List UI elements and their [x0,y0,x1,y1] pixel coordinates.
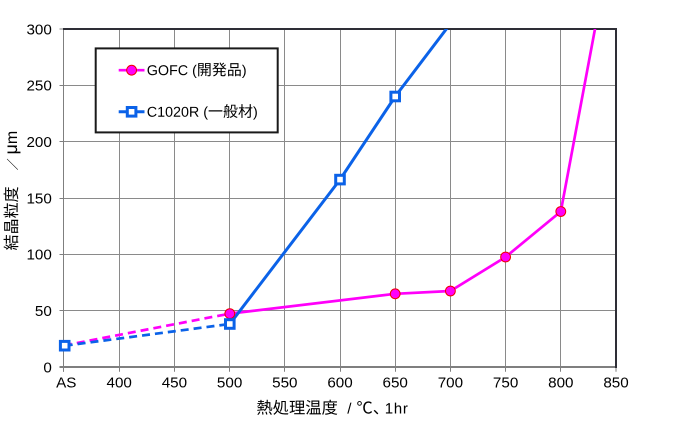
svg-text:100: 100 [26,247,51,264]
svg-text:450: 450 [162,374,187,391]
svg-text:400: 400 [107,374,132,391]
svg-text:850: 850 [603,374,628,391]
svg-text:AS: AS [56,374,76,391]
svg-text:600: 600 [327,374,352,391]
svg-text:300: 300 [26,21,51,38]
svg-text:800: 800 [548,374,573,391]
svg-text:200: 200 [26,134,51,151]
svg-text:50: 50 [35,303,52,320]
svg-text:0: 0 [43,359,51,376]
svg-text:500: 500 [217,374,242,391]
svg-text:750: 750 [493,374,518,391]
svg-text:550: 550 [272,374,297,391]
svg-text:150: 150 [26,190,51,207]
svg-text:250: 250 [26,78,51,95]
svg-text:650: 650 [383,374,408,391]
svg-text:700: 700 [438,374,463,391]
